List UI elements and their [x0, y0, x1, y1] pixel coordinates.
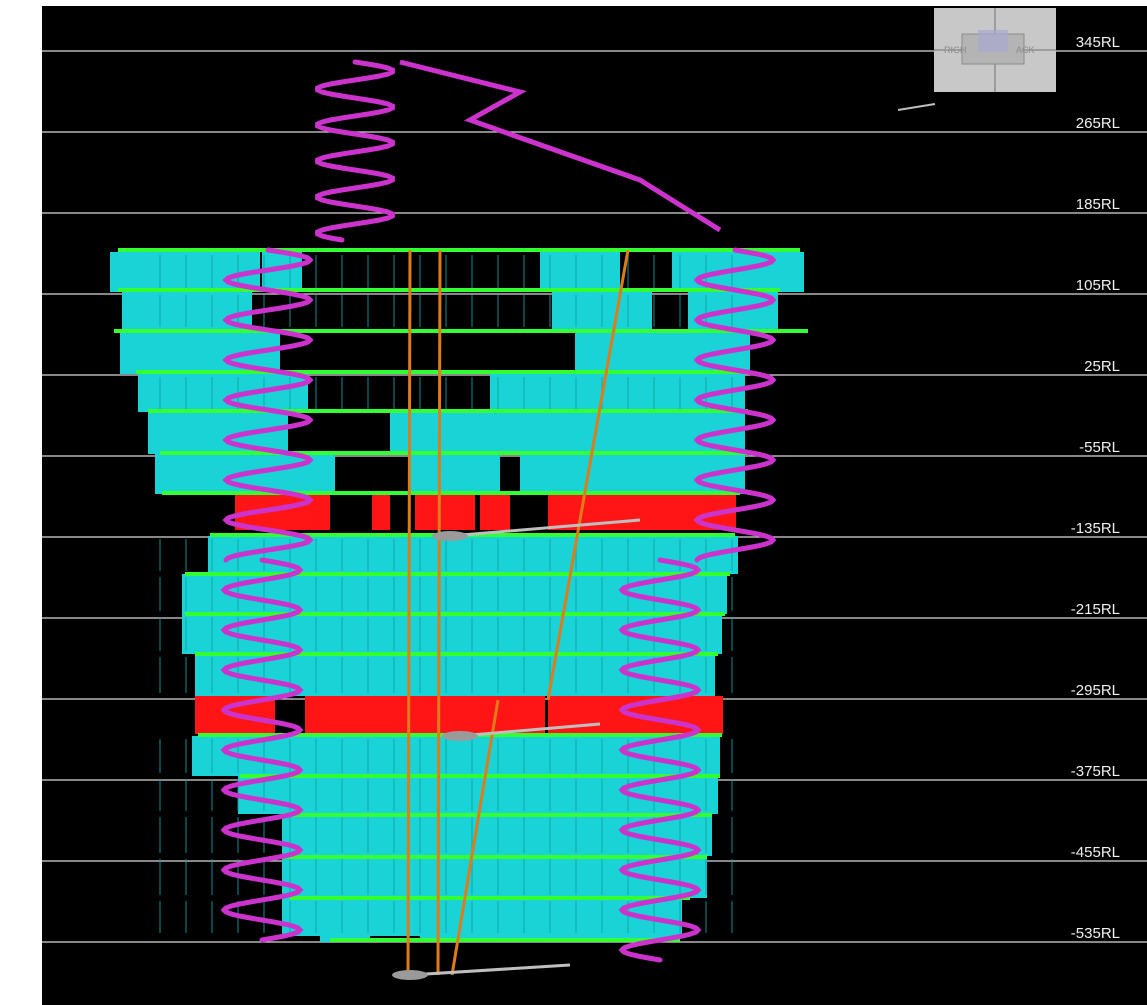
level-label: 185RL: [1076, 196, 1120, 213]
level-label: -215RL: [1071, 601, 1120, 618]
ramp-left: [222, 247, 314, 563]
stope-block: [410, 454, 500, 494]
survey-marker: [897, 103, 936, 111]
stope-block: [390, 412, 745, 454]
level-label: -55RL: [1079, 439, 1120, 456]
level-labels: 345RL 265RL 185RL 105RL 25RL -55RL -135RL -215R…: [1071, 34, 1120, 942]
view-cube-label-left: RIGH: [944, 45, 967, 55]
sill-pillar-stope: [480, 494, 510, 530]
shaft-line: [546, 249, 630, 701]
decline-connection: [409, 963, 571, 977]
level-label: -455RL: [1071, 844, 1120, 861]
upper-ramp-right: [399, 59, 722, 233]
ramp-right: [693, 247, 777, 563]
shaft-line: [450, 699, 500, 976]
ramp-lower-right: [618, 557, 702, 963]
infrastructure: [392, 518, 641, 980]
level-label: -535RL: [1071, 925, 1120, 942]
shaft-line: [406, 249, 412, 976]
sill-pillar-stope: [372, 494, 390, 530]
view-cube-label-right: ACK: [1016, 45, 1035, 55]
level-label: 265RL: [1076, 115, 1120, 132]
ramps: [220, 59, 777, 963]
view-cube-icon[interactable]: RIGH ACK: [934, 8, 1056, 92]
view-cube-top: [978, 30, 1008, 52]
ramp-lower-left: [220, 557, 304, 943]
level-label: -295RL: [1071, 682, 1120, 699]
level-label: 345RL: [1076, 34, 1120, 51]
sill-pillar-stope: [415, 494, 475, 530]
pump-station: [432, 531, 468, 541]
upper-ramp-left: [315, 59, 395, 243]
pump-station: [442, 731, 478, 741]
level-label: -375RL: [1071, 763, 1120, 780]
level-label: 25RL: [1084, 358, 1120, 375]
stope-block: [138, 374, 308, 412]
stope-block: [282, 898, 682, 936]
shafts: [406, 249, 630, 976]
decline-connection: [449, 518, 641, 538]
shaft-line: [436, 249, 442, 976]
level-label: -135RL: [1071, 520, 1120, 537]
stope-block: [208, 536, 738, 574]
pump-station: [392, 970, 428, 980]
sill-pillar-stope: [305, 696, 545, 734]
level-label: 105RL: [1076, 277, 1120, 294]
stope-block: [540, 252, 620, 292]
decline-connection: [459, 722, 601, 738]
